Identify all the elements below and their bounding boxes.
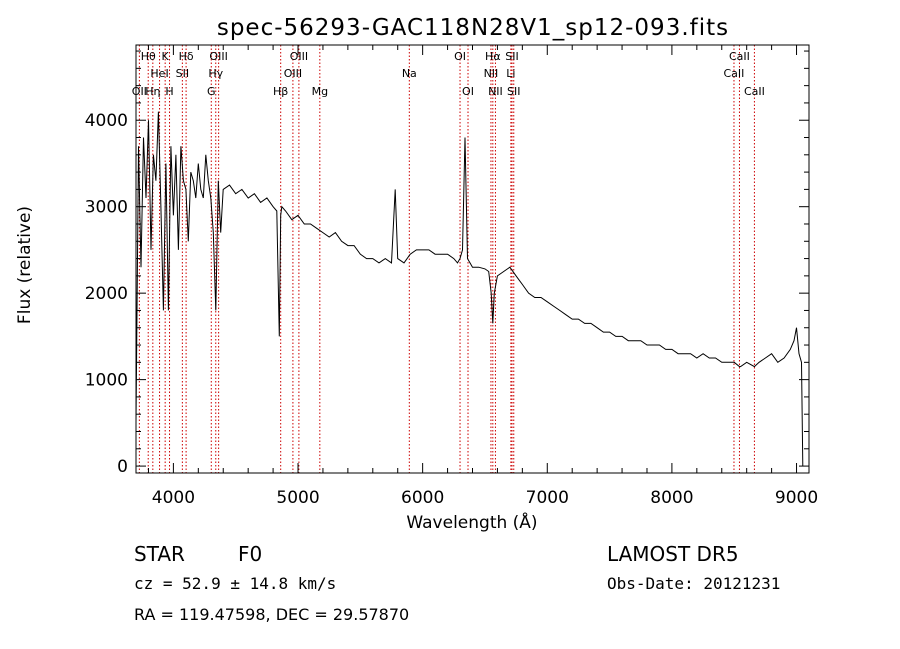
- line-marker-label: Hα: [485, 50, 501, 63]
- line-marker-label: G: [207, 85, 216, 98]
- y-tick-label: 1000: [85, 371, 128, 391]
- x-tick-label: 6000: [401, 488, 444, 508]
- obs-date: Obs-Date: 20121231: [607, 574, 780, 593]
- spectrum-line: [135, 111, 804, 467]
- line-marker-label: CaII: [744, 85, 765, 98]
- y-tick-label: 2000: [85, 284, 128, 304]
- line-marker-label: OIII: [284, 67, 302, 80]
- chart-title: spec-56293-GAC118N28V1_sp12-093.fits: [217, 15, 729, 41]
- x-tick-label: 5000: [276, 488, 319, 508]
- line-marker-label: SII: [507, 85, 520, 98]
- line-marker-label: Hθ: [141, 50, 156, 63]
- line-marker-label: Hδ: [179, 50, 194, 63]
- x-tick-label: 4000: [152, 488, 195, 508]
- line-marker-label: Mg: [312, 85, 328, 98]
- line-marker-label: Li: [506, 67, 515, 80]
- y-axis: 0 1000 2000 3000 4000: [85, 50, 809, 477]
- y-tick-label: 4000: [85, 111, 128, 131]
- line-marker-label: H: [165, 85, 173, 98]
- line-marker-label: OI: [462, 85, 474, 98]
- line-marker-label: K: [162, 50, 170, 63]
- line-marker-label: NII: [484, 67, 499, 80]
- line-marker-label: Hη: [145, 85, 160, 98]
- x-axis-label: Wavelength (Å): [406, 511, 537, 533]
- line-marker-label: CaII: [729, 50, 750, 63]
- line-marker-label: SII: [505, 50, 518, 63]
- y-tick-label: 0: [117, 457, 128, 477]
- line-marker-label: OIII: [209, 50, 227, 63]
- line-marker-label: HeI: [150, 67, 168, 80]
- x-tick-label: 7000: [526, 488, 569, 508]
- plot-frame: [135, 44, 810, 474]
- x-tick-label: 9000: [775, 488, 818, 508]
- line-marker-label: OIII: [290, 50, 308, 63]
- x-tick-label: 8000: [650, 488, 693, 508]
- line-marker-label: Hβ: [273, 85, 288, 98]
- line-marker-label: Na: [402, 67, 417, 80]
- object-class: STAR: [134, 542, 185, 566]
- line-marker-label: SII: [176, 67, 189, 80]
- coordinates: RA = 119.47598, DEC = 29.57870: [134, 605, 409, 624]
- y-axis-label: Flux (relative): [15, 206, 35, 324]
- line-marker-label: Hγ: [208, 67, 223, 80]
- redshift-readout: cz = 52.9 ± 14.8 km/s: [134, 574, 336, 593]
- x-axis: 4000 5000 6000 7000 8000 9000: [147, 45, 818, 508]
- line-marker-label: NII: [488, 85, 503, 98]
- object-subclass: F0: [238, 542, 262, 566]
- line-marker-label: OI: [454, 50, 466, 63]
- line-markers: [138, 45, 755, 473]
- survey-name: LAMOST DR5: [607, 542, 739, 566]
- y-tick-label: 3000: [85, 198, 128, 218]
- line-marker-label: CaII: [724, 67, 745, 80]
